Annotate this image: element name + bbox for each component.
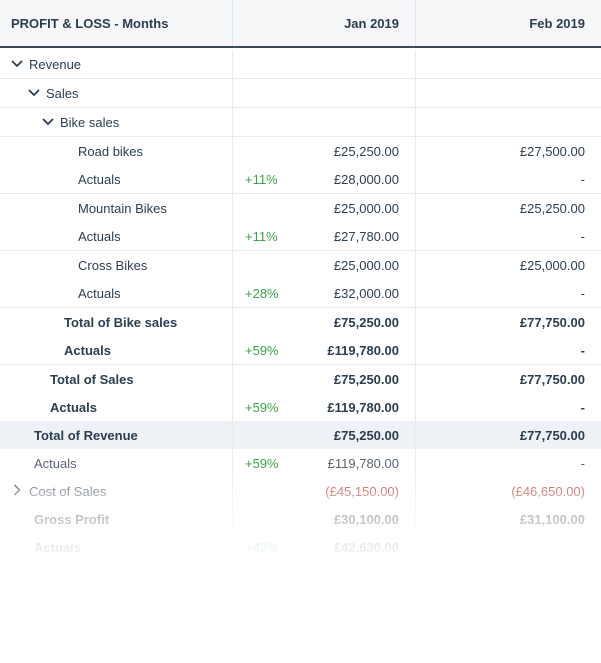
jan-value: £119,780.00 — [327, 455, 399, 471]
jan-value: £42,630.00 — [333, 539, 399, 555]
table-row-gross-profit-actuals[interactable]: Actuals +42% £42,630.00 — [0, 533, 601, 561]
table-row-gross-profit[interactable]: Gross Profit £30,100.00 £31,100.00 — [0, 505, 601, 533]
jan-value: (£45,150.00) — [325, 483, 399, 499]
chevron-down-icon[interactable] — [41, 115, 55, 129]
chevron-right-icon[interactable] — [10, 483, 24, 499]
row-label: Sales — [46, 85, 79, 101]
report-title: PROFIT & LOSS - Months — [0, 0, 233, 46]
row-label: Total of Revenue — [34, 427, 138, 443]
row-label: Actuals — [78, 285, 121, 301]
variance-badge: +59% — [245, 455, 279, 471]
variance-badge: +28% — [245, 285, 279, 301]
variance-badge: +11% — [245, 171, 278, 187]
table-row-sales[interactable]: Sales — [0, 79, 601, 108]
table-row-revenue[interactable]: Revenue — [0, 50, 601, 79]
row-label: Mountain Bikes — [78, 200, 167, 216]
row-label: Cost of Sales — [29, 483, 107, 499]
jan-value: £32,000.00 — [333, 285, 399, 301]
chevron-down-icon[interactable] — [27, 86, 41, 100]
variance-badge: +11% — [245, 228, 278, 244]
jan-value: £75,250.00 — [333, 371, 399, 387]
jan-value: £119,780.00 — [327, 342, 399, 358]
column-header-feb-2019[interactable]: Feb 2019 — [529, 15, 585, 31]
jan-value: £25,000.00 — [333, 200, 399, 216]
feb-value: - — [580, 285, 585, 301]
row-label: Total of Sales — [50, 371, 134, 387]
row-label: Bike sales — [60, 114, 120, 130]
feb-value: - — [580, 171, 585, 187]
row-label: Actuals — [78, 171, 121, 187]
feb-value: £25,250.00 — [519, 200, 585, 216]
jan-value: £27,780.00 — [333, 228, 399, 244]
feb-value: - — [580, 342, 585, 358]
table-row-total-bike-sales[interactable]: Total of Bike sales £75,250.00 £77,750.0… — [0, 308, 601, 336]
variance-badge: +59% — [245, 399, 279, 415]
table-row-mountain-bikes-actuals[interactable]: Actuals +11% £27,780.00 - — [0, 222, 601, 251]
jan-value: £25,000.00 — [333, 257, 399, 273]
row-label: Cross Bikes — [78, 257, 148, 273]
table-header: PROFIT & LOSS - Months Jan 2019 Feb 2019 — [0, 0, 601, 48]
feb-value: £77,750.00 — [519, 314, 585, 330]
row-label: Total of Bike sales — [64, 314, 178, 330]
row-label: Actuals — [78, 228, 121, 244]
feb-value: £31,100.00 — [519, 511, 585, 527]
row-label: Actuals — [50, 399, 97, 415]
feb-value: - — [580, 455, 585, 471]
table-row-bike-sales[interactable]: Bike sales — [0, 108, 601, 137]
table-row-total-sales[interactable]: Total of Sales £75,250.00 £77,750.00 — [0, 365, 601, 393]
row-label: Actuals — [64, 342, 111, 358]
feb-value: £77,750.00 — [519, 427, 585, 443]
row-label: Gross Profit — [34, 511, 110, 527]
jan-value: £75,250.00 — [333, 314, 399, 330]
variance-badge: +42% — [245, 539, 279, 555]
feb-value: £27,500.00 — [519, 143, 585, 159]
jan-value: £25,250.00 — [333, 143, 399, 159]
feb-value: (£46,650.00) — [511, 483, 585, 499]
table-row-mountain-bikes[interactable]: Mountain Bikes £25,000.00 £25,250.00 — [0, 194, 601, 222]
feb-value: - — [580, 228, 585, 244]
column-header-jan-2019[interactable]: Jan 2019 — [233, 0, 416, 46]
jan-value: £75,250.00 — [333, 427, 399, 443]
table-row-cross-bikes-actuals[interactable]: Actuals +28% £32,000.00 - — [0, 279, 601, 308]
row-label: Road bikes — [78, 143, 144, 159]
variance-badge: +59% — [245, 342, 279, 358]
chevron-down-icon[interactable] — [10, 57, 24, 71]
feb-value: - — [580, 399, 585, 415]
feb-value: £77,750.00 — [519, 371, 585, 387]
table-row-total-revenue[interactable]: Total of Revenue £75,250.00 £77,750.00 — [0, 421, 601, 449]
table-row-cross-bikes[interactable]: Cross Bikes £25,000.00 £25,000.00 — [0, 251, 601, 279]
row-label: Actuals — [34, 455, 77, 471]
row-label: Actuals — [34, 539, 81, 555]
table-row-sales-actuals[interactable]: Actuals +59% £119,780.00 - — [0, 393, 601, 421]
row-label: Revenue — [29, 56, 82, 72]
table-row-road-bikes[interactable]: Road bikes £25,250.00 £27,500.00 — [0, 137, 601, 165]
jan-value: £28,000.00 — [333, 171, 399, 187]
jan-value: £119,780.00 — [327, 399, 399, 415]
jan-value: £30,100.00 — [333, 511, 399, 527]
feb-value: £25,000.00 — [519, 257, 585, 273]
table-row-road-bikes-actuals[interactable]: Actuals +11% £28,000.00 - — [0, 165, 601, 194]
table-row-cost-of-sales[interactable]: Cost of Sales (£45,150.00) (£46,650.00) — [0, 477, 601, 505]
table-row-bike-sales-actuals[interactable]: Actuals +59% £119,780.00 - — [0, 336, 601, 365]
table-row-revenue-actuals[interactable]: Actuals +59% £119,780.00 - — [0, 449, 601, 477]
